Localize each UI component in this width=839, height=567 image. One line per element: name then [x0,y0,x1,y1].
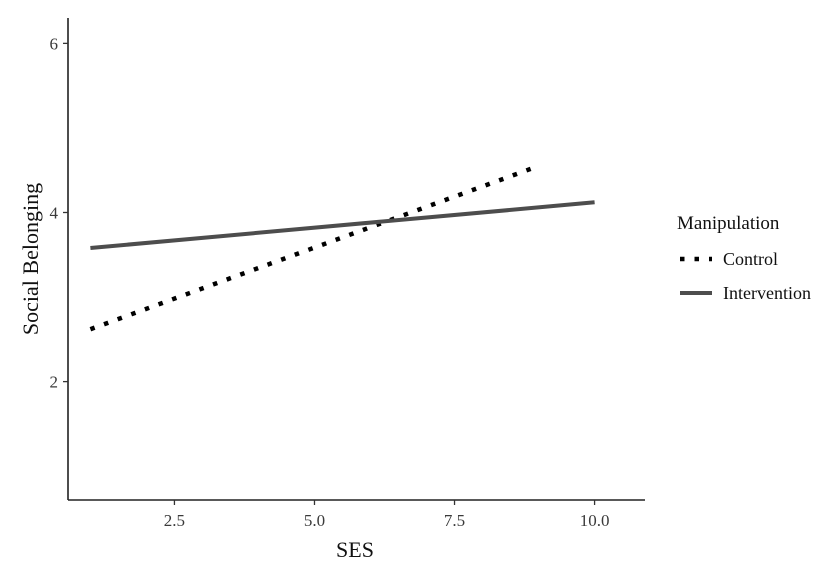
x-axis-title: SES [336,537,374,562]
axes [67,18,645,501]
series-line-intervention [90,200,595,250]
x-tick-label: 5.0 [304,511,325,530]
legend-items: Control Intervention [680,249,811,303]
plot-marks [89,163,595,332]
series-line-control [89,163,540,332]
legend-label-intervention: Intervention [723,283,811,303]
x-tick-label: 7.5 [444,511,465,530]
legend: Manipulation Control Intervention [677,213,811,303]
y-tick-label: 2 [50,373,59,392]
ticks: 2.5 5.0 7.5 10.0 2 4 6 [50,34,610,530]
y-tick-label: 4 [50,203,59,222]
y-tick-label: 6 [50,34,59,53]
y-axis-title: Social Belonging [18,183,43,335]
legend-title: Manipulation [677,213,780,234]
x-tick-label: 2.5 [164,511,185,530]
x-tick-label: 10.0 [580,511,610,530]
legend-label-control: Control [723,249,778,269]
